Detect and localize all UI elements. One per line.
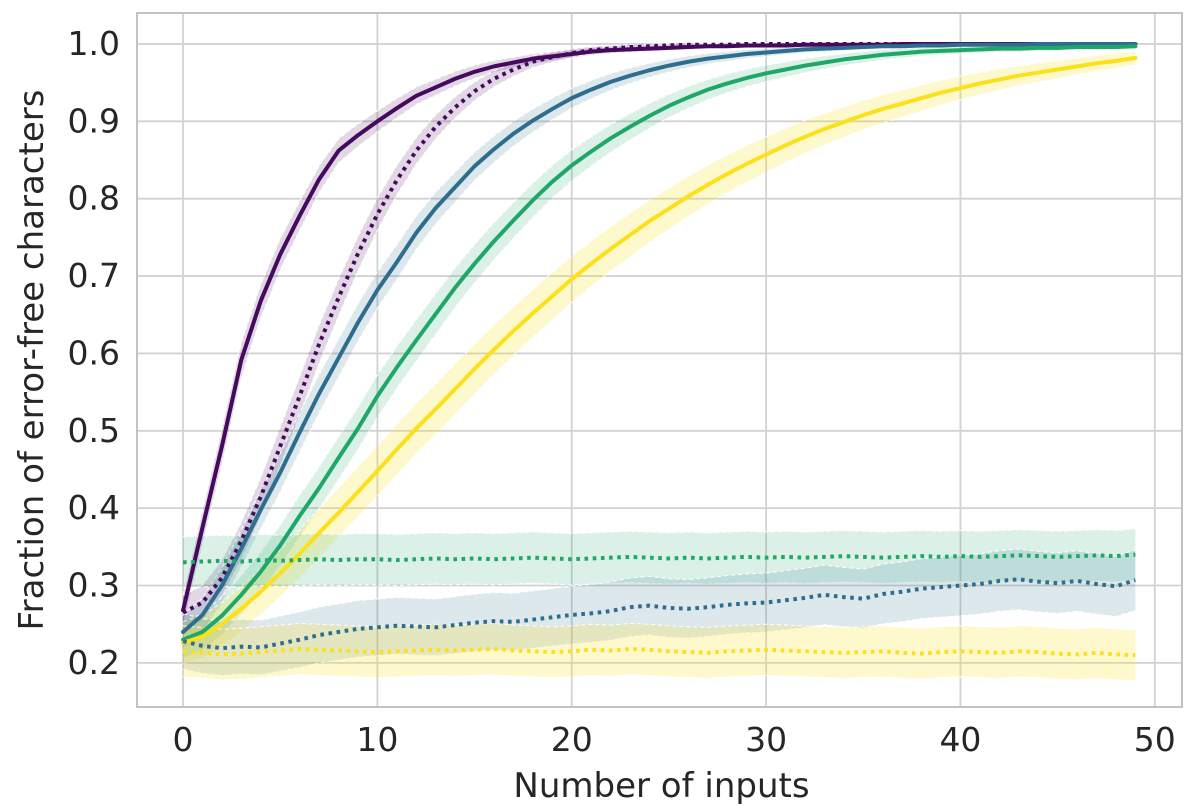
y-tick-label: 0.6 [68,333,120,372]
x-tick-label: 40 [939,720,981,759]
x-tick-label: 50 [1134,720,1176,759]
x-tick-label: 10 [356,720,398,759]
line-yellow-dotted [182,646,1136,658]
band-edge-upper-blue-dotted [182,548,1136,622]
plot-border [136,12,1183,708]
x-tick-label: 20 [551,720,593,759]
y-axis-label: Fraction of error-free characters [12,89,52,631]
band-edge-lower-purple-dotted [182,44,1136,631]
band-edge-lower-green-solid [182,48,1136,659]
gridlines [137,13,1182,707]
y-tick-label: 0.3 [68,566,120,605]
y-tick-label: 0.9 [68,101,120,140]
y-tick-label: 0.5 [68,411,120,450]
tick-labels: 0 10 20 30 40 50 0.2 0.3 0.4 0.5 0.6 0.7 0.8 0.9 1.0 [68,24,1176,759]
band-edge-lower-yellow-dotted [183,673,1136,681]
y-tick-label: 0.4 [68,488,120,527]
y-tick-label: 0.8 [68,179,120,218]
band-edge-upper-green-dotted [183,528,1136,538]
y-tick-label: 0.2 [68,643,120,682]
line-yellow-solid [181,55,1138,645]
line-green-solid [181,44,1138,642]
y-tick-label: 0.7 [68,256,120,295]
band-edge-lower-blue-solid [182,44,1136,649]
x-tick-label: 30 [745,720,787,759]
line-green-dotted [182,552,1136,565]
series-lines [181,41,1138,658]
line-blue-solid [181,41,1138,634]
band-edge-lower-blue-dotted [182,609,1136,676]
band-blue-dotted [183,548,1136,676]
band-edge-upper-blue-solid [182,42,1136,616]
band-edge-lower-green-dotted [183,579,1136,589]
confidence-bands [182,42,1136,681]
x-axis-label: Number of inputs [513,766,810,806]
band-edge-upper-purple-solid [182,42,1136,595]
band-edge-upper-yellow-dotted [183,622,1136,631]
y-tick-label: 1.0 [68,24,120,63]
x-tick-label: 0 [173,720,194,759]
band-edge-upper-yellow-solid [182,50,1136,623]
